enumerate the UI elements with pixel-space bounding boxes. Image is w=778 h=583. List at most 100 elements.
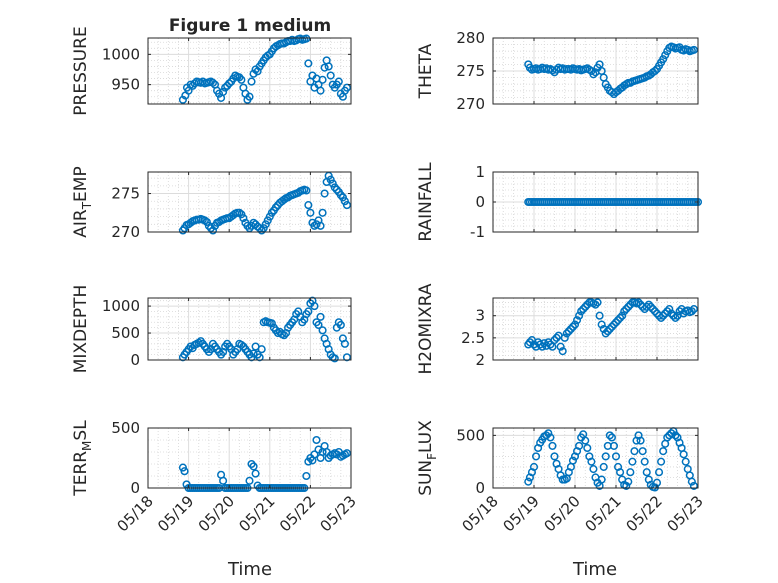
data-point — [687, 307, 696, 316]
data-point — [294, 188, 303, 197]
subplot-h2omixra: 2 2.5 3 H2OMIXRA — [416, 283, 699, 375]
data-point — [219, 87, 228, 96]
data-point — [550, 452, 559, 461]
data-point — [279, 195, 289, 204]
x-axis-label-left: Time — [227, 559, 272, 580]
data-point — [581, 302, 590, 311]
data-point — [550, 336, 559, 345]
data-point — [689, 481, 698, 490]
axes-box — [147, 171, 352, 233]
subplot-theta: 270 275 280 THETA — [416, 29, 699, 113]
data-point — [237, 75, 246, 84]
subplot-rainfall: -1 0 1 RAINFALL — [416, 162, 703, 242]
x-tick-label: 05/18 — [114, 492, 157, 535]
x-tick-label: 05/22 — [623, 492, 666, 535]
data-point — [342, 201, 351, 210]
data-point — [306, 208, 315, 217]
y-axis-label: PRESSURE — [71, 26, 91, 115]
data-point — [316, 312, 325, 321]
y-tick-label: 950 — [111, 76, 140, 94]
data-point — [556, 342, 565, 351]
data-point — [267, 208, 276, 217]
data-point — [261, 220, 270, 229]
data-point — [178, 95, 187, 104]
axes-box — [147, 427, 352, 489]
data-point — [245, 92, 254, 101]
data-point — [330, 183, 339, 192]
data-point — [263, 216, 272, 225]
data-point — [556, 471, 565, 480]
y-tick-label: 1 — [475, 163, 485, 181]
data-point — [589, 465, 598, 474]
data-point — [304, 307, 313, 316]
data-point — [324, 171, 333, 180]
data-point — [221, 83, 230, 92]
data-point — [249, 69, 258, 78]
y-tick-label: 500 — [111, 419, 140, 437]
data-point — [284, 193, 293, 202]
data-point — [237, 340, 246, 349]
data-point — [575, 311, 584, 320]
subplot-pressure: 950 1000 PRESSURE — [71, 26, 352, 116]
data-point — [259, 224, 268, 233]
data-point — [640, 457, 649, 466]
y-tick-label: 270 — [456, 95, 485, 113]
y-tick-label: 2.5 — [461, 329, 485, 347]
data-point — [558, 347, 567, 356]
data-point — [609, 441, 619, 450]
data-point — [593, 298, 602, 307]
data-point — [546, 433, 555, 442]
data-point — [180, 467, 189, 476]
data-point — [312, 220, 321, 229]
data-point — [342, 353, 351, 362]
data-point — [663, 433, 672, 442]
data-point — [577, 307, 586, 316]
data-point — [601, 329, 610, 338]
x-tick-label: 05/20 — [195, 492, 238, 535]
data-point — [597, 475, 606, 484]
data-point — [215, 217, 224, 227]
data-point — [587, 457, 596, 466]
data-point — [552, 333, 561, 342]
data-point — [669, 311, 678, 320]
data-point — [524, 477, 533, 486]
data-point — [336, 191, 345, 200]
y-tick-label: 3 — [475, 307, 485, 325]
x-tick-label: 05/18 — [459, 492, 502, 535]
data-point — [603, 327, 612, 336]
data-point — [310, 450, 319, 459]
y-tick-label: 1000 — [102, 45, 140, 63]
data-point — [249, 462, 258, 471]
x-tick-label: 05/19 — [154, 492, 197, 535]
y-axis-label: RAINFALL — [416, 162, 436, 242]
data-point — [618, 311, 627, 320]
data-point — [616, 468, 625, 477]
figure-title: Figure 1 medium — [169, 16, 331, 36]
data-point — [249, 349, 258, 358]
data-point — [336, 320, 345, 330]
data-point — [601, 452, 610, 461]
axes-box — [147, 297, 352, 361]
data-point — [326, 71, 335, 80]
data-point — [689, 45, 698, 54]
x-tick-label: 05/20 — [541, 492, 584, 535]
y-axis-label: H2OMIXRA — [416, 283, 436, 374]
data-point — [597, 320, 606, 329]
data-point — [622, 305, 631, 314]
data-point — [279, 331, 289, 340]
data-point — [314, 320, 323, 330]
data-point — [544, 429, 553, 438]
data-point — [225, 79, 234, 88]
data-point — [328, 179, 337, 188]
y-tick-label: 275 — [111, 185, 140, 203]
y-tick-label: 2 — [475, 351, 485, 369]
data-point — [659, 311, 668, 320]
data-point — [570, 320, 580, 329]
data-point — [265, 212, 274, 221]
data-point — [681, 457, 690, 466]
axes-box — [492, 297, 699, 361]
data-point — [564, 327, 573, 336]
y-tick-label: 275 — [456, 62, 485, 80]
data-point — [206, 224, 215, 233]
